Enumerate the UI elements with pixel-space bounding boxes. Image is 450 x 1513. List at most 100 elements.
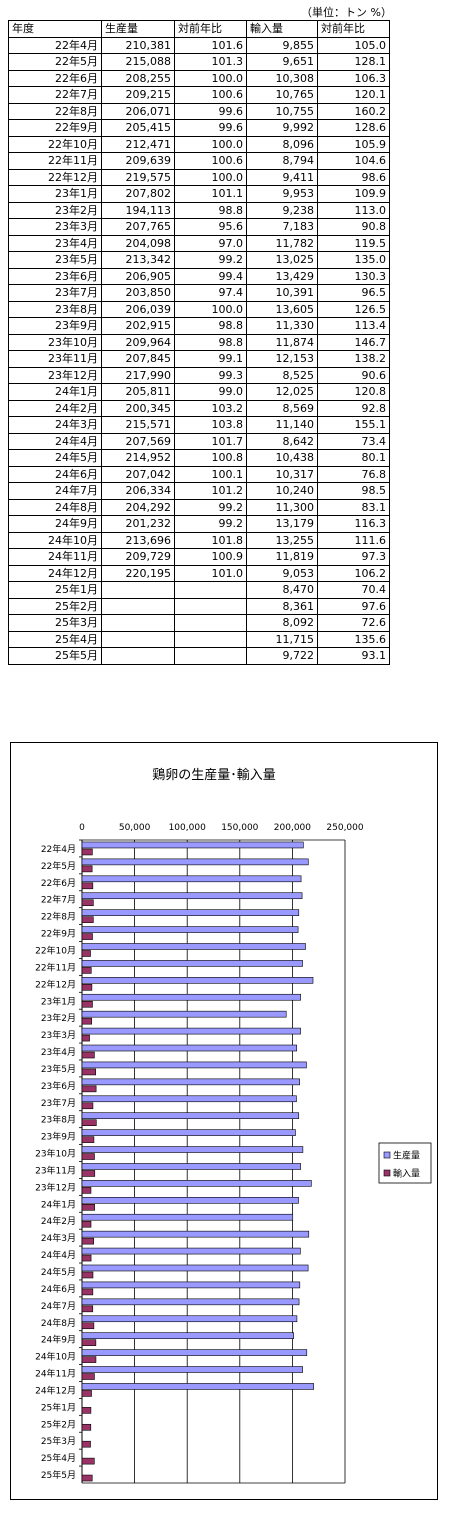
- cell-year: 23年2月: [8, 201, 102, 219]
- legend-label: 生産量: [393, 1150, 420, 1162]
- cell-production: 206,071: [101, 102, 175, 120]
- cell-production: 206,334: [101, 482, 175, 500]
- cell-production: 206,039: [101, 300, 175, 318]
- cell-import-yoy: 96.5: [317, 284, 390, 302]
- y-tick-label: 24年8月: [41, 1317, 76, 1329]
- table-row: 22年12月 219,575 100.0 9,411 98.6: [8, 168, 390, 186]
- cell-year: 23年3月: [8, 218, 102, 236]
- cell-production: [101, 647, 175, 665]
- cell-year: 22年4月: [8, 36, 102, 54]
- y-tick-label: 23年5月: [41, 1063, 76, 1075]
- cell-year: 23年6月: [8, 267, 102, 285]
- bar-import: [81, 984, 93, 991]
- cell-production: 194,113: [101, 201, 175, 219]
- bar-production: [81, 1180, 312, 1187]
- cell-import: 10,755: [246, 102, 318, 120]
- legend-box: [378, 1142, 432, 1184]
- header-year: 年度: [8, 20, 102, 38]
- cell-year: 24年7月: [8, 482, 102, 500]
- cell-year: 24年4月: [8, 432, 102, 450]
- y-tick-label: 24年4月: [41, 1249, 76, 1261]
- cell-year: 25年5月: [8, 647, 102, 665]
- x-tick-label: 150,000: [221, 823, 258, 833]
- cell-production: 208,255: [101, 69, 175, 87]
- cell-import-yoy: 104.6: [317, 152, 390, 170]
- y-tick-label: 23年6月: [41, 1080, 76, 1092]
- cell-production: 217,990: [101, 366, 175, 384]
- cell-import-yoy: 160.2: [317, 102, 390, 120]
- cell-production: [101, 614, 175, 632]
- cell-import-yoy: 73.4: [317, 432, 390, 450]
- cell-year: 24年1月: [8, 383, 102, 401]
- table-row: 23年7月 203,850 97.4 10,391 96.5: [8, 284, 390, 302]
- cell-production-yoy: 99.2: [174, 515, 247, 533]
- cell-year: 23年10月: [8, 333, 102, 351]
- bar-import: [81, 1034, 90, 1042]
- cell-production: 205,415: [101, 119, 175, 137]
- cell-production: 210,381: [101, 36, 175, 54]
- cell-year: 23年7月: [8, 284, 102, 302]
- bar-import: [81, 933, 93, 940]
- cell-production-yoy: 101.6: [174, 36, 247, 54]
- cell-import: 10,438: [246, 449, 318, 467]
- bar-import: [81, 1153, 95, 1160]
- cell-import-yoy: 146.7: [317, 333, 390, 351]
- table-row: 23年11月 207,845 99.1 12,153 138.2: [8, 350, 390, 368]
- table-row: 24年2月 200,345 103.2 8,569 92.8: [8, 399, 390, 417]
- bar-production: [81, 1366, 303, 1373]
- y-tick-label: 22年9月: [41, 928, 76, 940]
- cell-production-yoy: 99.6: [174, 119, 247, 137]
- bar-production: [81, 858, 309, 866]
- bar-import: [81, 1204, 95, 1211]
- cell-year: 23年4月: [8, 234, 102, 252]
- bar-import: [81, 1237, 95, 1245]
- cell-import: 9,855: [246, 36, 318, 54]
- y-tick-label: 22年8月: [41, 911, 76, 923]
- x-tick-label: 200,000: [274, 823, 311, 833]
- bar-import: [81, 1373, 95, 1380]
- bar-import: [81, 1136, 95, 1143]
- header-production: 生産量: [101, 20, 175, 38]
- y-tick-label: 24年5月: [41, 1266, 76, 1278]
- header-import: 輸入量: [246, 20, 318, 38]
- bar-import: [81, 1068, 97, 1076]
- table-row: 23年3月 207,765 95.6 7,183 90.8: [8, 218, 390, 236]
- cell-production: 215,088: [101, 53, 175, 71]
- table-row: 25年5月 9,722 93.1: [8, 647, 390, 665]
- cell-import-yoy: 116.3: [317, 515, 390, 533]
- cell-production-yoy: 100.1: [174, 465, 247, 483]
- cell-import-yoy: 98.6: [317, 168, 390, 186]
- cell-import: 7,183: [246, 218, 318, 236]
- cell-year: 24年2月: [8, 399, 102, 417]
- bar-import: [81, 1187, 92, 1194]
- cell-production: [101, 597, 175, 615]
- y-tick-label: 23年9月: [41, 1131, 76, 1143]
- cell-import-yoy: 113.4: [317, 317, 390, 335]
- bar-production: [81, 993, 301, 1001]
- bar-production: [81, 1163, 301, 1170]
- cell-import-yoy: 80.1: [317, 449, 390, 467]
- y-tick-label: 22年12月: [35, 978, 76, 990]
- cell-import: 12,025: [246, 383, 318, 401]
- cell-production: 207,765: [101, 218, 175, 236]
- cell-year: 24年5月: [8, 449, 102, 467]
- cell-import: 13,429: [246, 267, 318, 285]
- cell-import: 8,794: [246, 152, 318, 170]
- cell-production-yoy: 101.2: [174, 482, 247, 500]
- unit-label: （単位：トン %）: [301, 6, 392, 19]
- cell-year: 22年8月: [8, 102, 102, 120]
- bar-production: [81, 926, 299, 933]
- bar-production: [81, 943, 306, 950]
- bar-import: [81, 1051, 95, 1059]
- cell-year: 25年4月: [8, 630, 102, 648]
- y-tick-label: 23年1月: [41, 995, 76, 1007]
- table-row: 22年5月 215,088 101.3 9,651 128.1: [8, 53, 390, 71]
- table-row: 23年5月 213,342 99.2 13,025 135.0: [8, 251, 390, 269]
- cell-import-yoy: 98.5: [317, 482, 390, 500]
- cell-import-yoy: 76.8: [317, 465, 390, 483]
- y-tick-label: 22年5月: [41, 860, 76, 872]
- cell-production-yoy: 97.0: [174, 234, 247, 252]
- cell-production-yoy: [174, 614, 247, 632]
- table-row: 23年6月 206,905 99.4 13,429 130.3: [8, 267, 390, 285]
- y-tick-label: 24年1月: [41, 1198, 76, 1210]
